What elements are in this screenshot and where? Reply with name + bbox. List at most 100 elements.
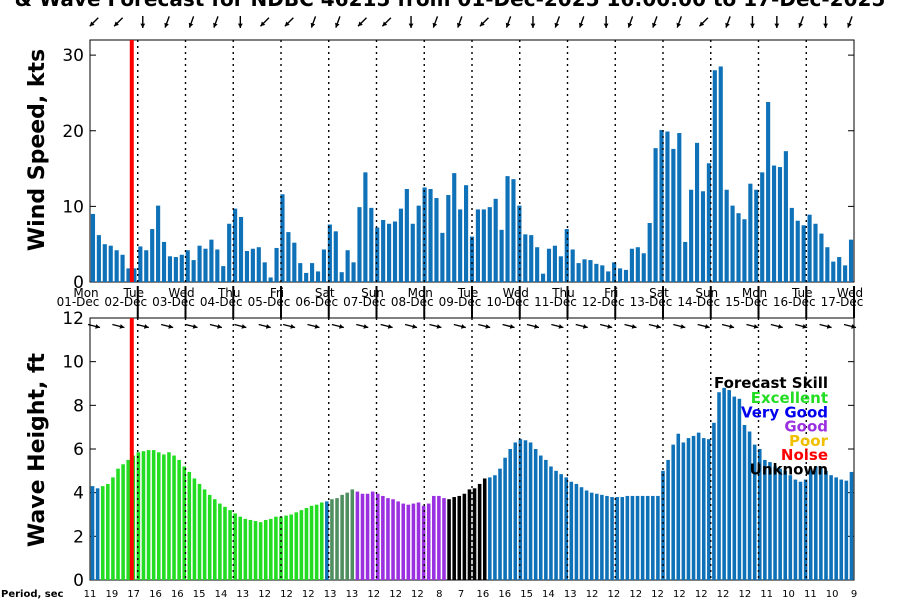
direction-arrow <box>698 17 709 27</box>
data-bar <box>464 185 469 282</box>
data-bar <box>564 477 569 580</box>
data-bar <box>360 493 365 580</box>
direction-arrow <box>599 323 613 329</box>
data-bar <box>712 70 717 282</box>
data-bar <box>523 234 528 282</box>
arrow-head <box>847 22 852 28</box>
data-bar <box>793 479 798 580</box>
day-date-label: 17-Dec <box>821 295 864 309</box>
direction-arrow <box>234 323 247 329</box>
direction-arrow <box>213 16 219 28</box>
arrow-head <box>339 324 344 329</box>
data-bar <box>218 503 222 580</box>
data-bar <box>185 250 190 282</box>
data-bar <box>144 250 149 282</box>
direction-arrow <box>798 16 804 28</box>
data-bar <box>712 422 716 580</box>
data-bar <box>156 452 161 580</box>
direction-arrow <box>357 17 367 27</box>
data-bar <box>114 250 119 282</box>
direction-arrow <box>453 323 466 329</box>
day-date-label: 14-Dec <box>677 295 720 309</box>
data-bar <box>396 501 400 580</box>
period-value: 12 <box>738 589 751 600</box>
period-value: 12 <box>651 589 664 600</box>
data-bar <box>339 272 344 282</box>
direction-arrow <box>237 16 243 28</box>
data-bar <box>623 269 629 282</box>
data-bar <box>100 486 105 580</box>
data-bar <box>694 142 700 282</box>
direction-arrow <box>136 323 149 329</box>
day-name-label: Sun <box>361 286 384 300</box>
period-value: 12 <box>629 589 642 600</box>
data-bar <box>292 242 297 282</box>
data-bar <box>197 245 202 282</box>
period-value: 8 <box>436 589 442 600</box>
data-bar <box>763 459 767 580</box>
data-bar <box>172 455 176 580</box>
arrow-head <box>823 23 829 28</box>
direction-arrow <box>627 16 634 28</box>
period-row: 11 19 17 16 16 15 14 13 12 12 12 13 13 12 12 12 8 7 16 16 15… <box>84 589 858 600</box>
data-bar <box>274 247 279 282</box>
data-bar <box>269 518 273 580</box>
day-date-label: 15-Dec <box>725 295 768 309</box>
data-bar <box>508 449 512 580</box>
data-bar <box>432 495 436 580</box>
direction-arrow <box>673 323 686 329</box>
data-bar <box>310 263 315 282</box>
data-bar <box>369 207 374 282</box>
data-bar <box>263 519 268 580</box>
arrow-head <box>119 324 125 329</box>
data-bar <box>544 459 548 580</box>
data-bar <box>203 248 208 282</box>
data-bar <box>676 433 681 580</box>
arrow-head <box>753 324 759 329</box>
data-bar <box>757 449 762 580</box>
data-bar <box>477 483 482 580</box>
data-bar <box>381 495 385 580</box>
data-bar <box>95 488 100 580</box>
arrow-head <box>530 23 536 28</box>
direction-arrow <box>819 323 832 329</box>
data-bar <box>162 454 166 580</box>
period-value: 11 <box>804 589 817 600</box>
arrow-head <box>284 21 290 27</box>
direction-arrow <box>652 16 658 28</box>
direction-arrow <box>381 17 392 27</box>
data-bar <box>90 486 95 580</box>
y-tick-label: 10 <box>62 353 84 373</box>
data-bar <box>111 477 115 580</box>
data-bar <box>768 462 772 580</box>
data-bar <box>564 229 569 282</box>
period-value: 12 <box>673 589 686 600</box>
period-value: 14 <box>215 589 228 600</box>
wave-height-panel: 0 2 4 6 8 10 12 <box>62 309 857 591</box>
arrow-head <box>750 23 755 28</box>
arrow-head <box>114 21 119 27</box>
data-bar <box>215 249 220 282</box>
data-bar <box>191 260 196 282</box>
direction-arrow <box>823 16 829 28</box>
data-bar <box>635 495 640 580</box>
arrow-head <box>95 324 100 329</box>
direction-arrow <box>140 16 146 28</box>
data-bar <box>141 451 146 580</box>
legend-item: Very Good <box>741 403 828 421</box>
data-bar <box>700 191 706 282</box>
period-value: 19 <box>105 589 118 600</box>
period-value: 12 <box>367 589 380 600</box>
arrow-head <box>358 21 363 27</box>
data-bar <box>671 444 675 580</box>
period-value: 16 <box>149 589 162 600</box>
data-bar <box>535 247 540 282</box>
data-bar <box>588 260 593 282</box>
direction-arrow <box>551 323 564 329</box>
arrow-head <box>778 324 783 329</box>
day-date-label: 05-Dec <box>248 295 291 309</box>
data-bar <box>848 239 854 282</box>
arrow-head <box>382 21 388 27</box>
